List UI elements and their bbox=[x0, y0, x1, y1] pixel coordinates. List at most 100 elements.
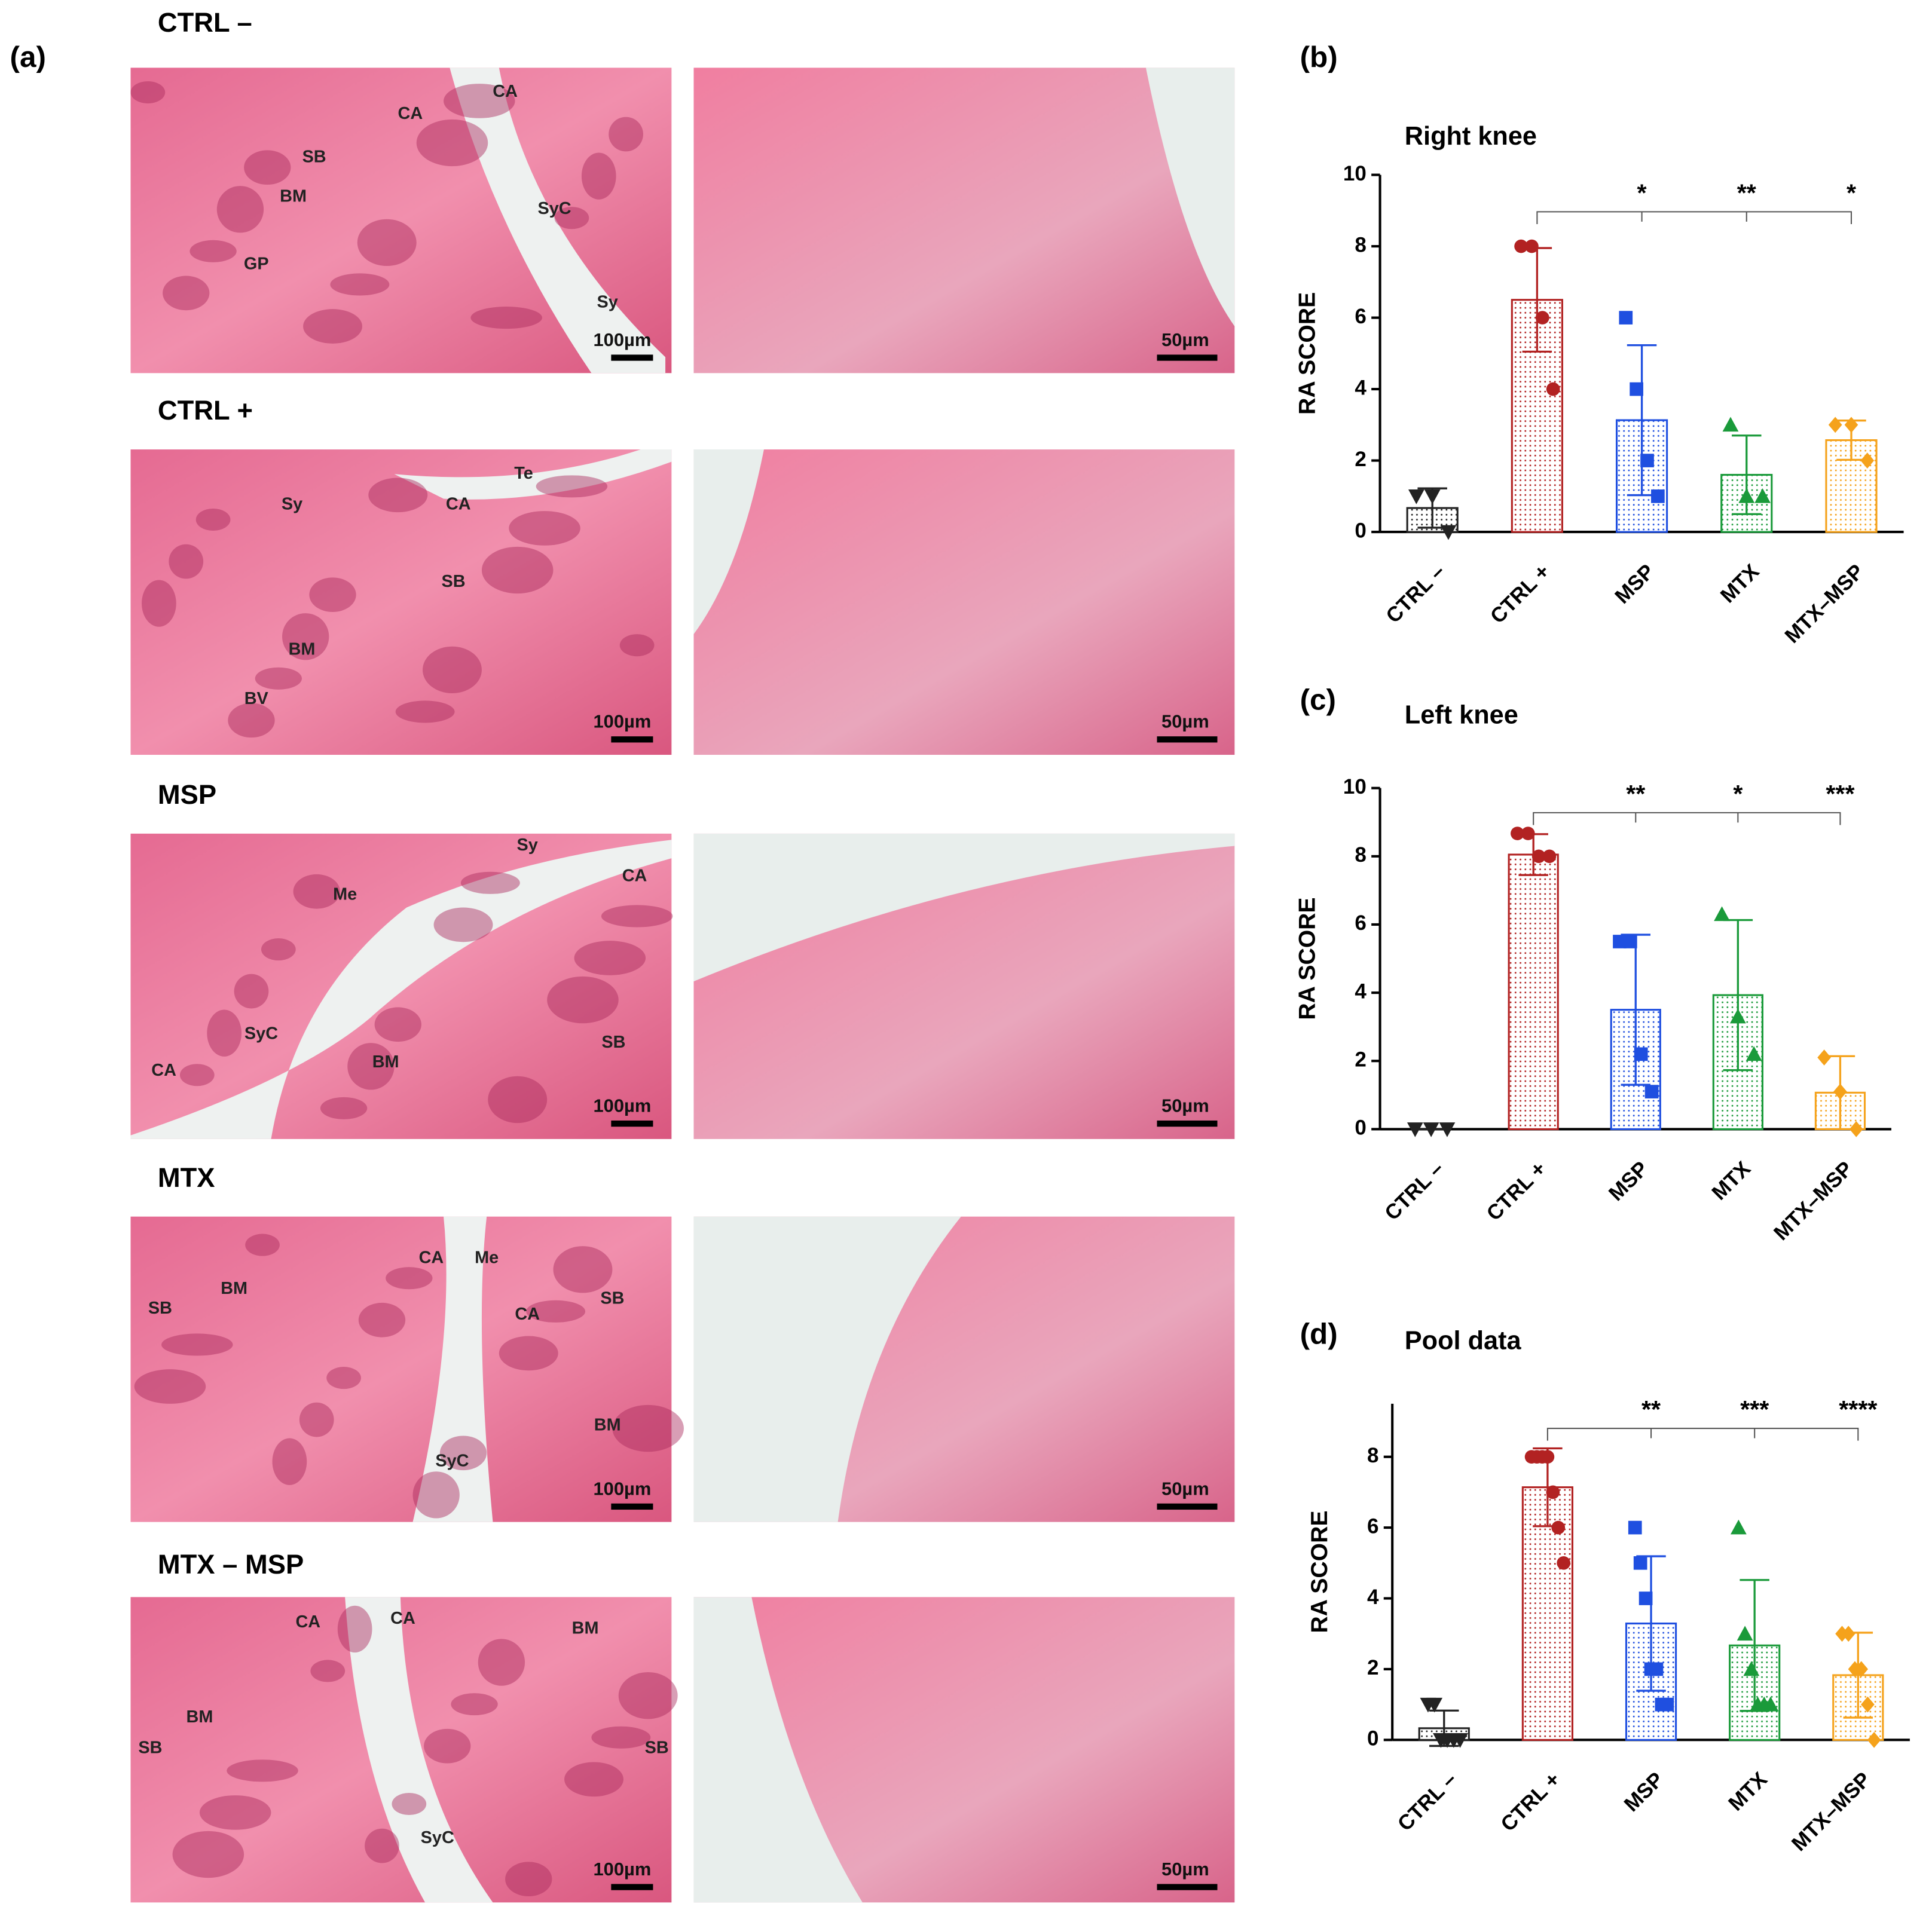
tissue-label: Sy bbox=[517, 835, 538, 855]
data-point bbox=[1649, 1662, 1664, 1676]
marrow-texture bbox=[564, 1762, 623, 1797]
data-point bbox=[1841, 1626, 1855, 1642]
data-point bbox=[1424, 489, 1441, 504]
marrow-texture bbox=[227, 1759, 298, 1782]
scale-label: 100µm bbox=[593, 711, 651, 732]
data-point bbox=[1619, 311, 1633, 325]
data-point bbox=[1521, 827, 1535, 840]
x-tick-label: CTRL + bbox=[1482, 1157, 1551, 1225]
marrow-texture bbox=[581, 152, 616, 200]
marrow-texture bbox=[199, 1795, 271, 1830]
tissue-label: BM bbox=[572, 1619, 599, 1638]
data-point bbox=[1613, 935, 1627, 948]
group-label: CTRL + bbox=[158, 395, 253, 426]
x-tick-label: MSP bbox=[1604, 1157, 1653, 1205]
marrow-texture bbox=[395, 700, 455, 723]
marrow-texture bbox=[161, 1333, 233, 1356]
tissue-label: CA bbox=[622, 867, 647, 886]
x-tick-label: MSP bbox=[1619, 1768, 1668, 1816]
marrow-texture bbox=[282, 613, 329, 660]
marrow-texture bbox=[244, 150, 291, 185]
marrow-texture bbox=[272, 1438, 307, 1485]
scale-label: 100µm bbox=[593, 1095, 651, 1116]
marrow-texture bbox=[179, 1064, 215, 1086]
marrow-texture bbox=[358, 1302, 406, 1337]
y-tick-label: 2 bbox=[1367, 1656, 1378, 1679]
marrow-texture bbox=[228, 703, 275, 738]
scale-bar bbox=[611, 1503, 653, 1510]
y-tick-label: 4 bbox=[1355, 980, 1367, 1003]
bar bbox=[1508, 853, 1559, 1130]
data-point bbox=[1452, 1733, 1468, 1748]
data-point bbox=[1714, 906, 1730, 922]
tissue-label: CA bbox=[419, 1248, 444, 1267]
significance-label: *** bbox=[1826, 780, 1854, 807]
marrow-texture bbox=[134, 1369, 206, 1404]
marrow-texture bbox=[444, 84, 515, 118]
data-point bbox=[1660, 1697, 1674, 1712]
data-point bbox=[1828, 417, 1842, 433]
tissue-label: Sy bbox=[597, 292, 618, 311]
marrow-texture bbox=[619, 634, 655, 657]
marrow-texture bbox=[412, 1471, 460, 1519]
data-point bbox=[1423, 1122, 1439, 1137]
data-point bbox=[1439, 1122, 1456, 1137]
marrow-texture bbox=[424, 1728, 471, 1764]
marrow-texture bbox=[357, 219, 417, 267]
data-point bbox=[1860, 452, 1875, 469]
marrow-texture bbox=[347, 1043, 395, 1090]
marrow-texture bbox=[169, 544, 204, 579]
scale-bar bbox=[1157, 1120, 1218, 1127]
significance-label: ** bbox=[1737, 179, 1756, 206]
marrow-texture bbox=[320, 1097, 368, 1119]
joint-cavity bbox=[693, 1597, 863, 1903]
y-tick-label: 0 bbox=[1355, 519, 1366, 542]
marrow-texture bbox=[172, 1831, 244, 1878]
tissue-label: Me bbox=[333, 885, 357, 904]
marrow-texture bbox=[536, 475, 608, 498]
marrow-texture bbox=[330, 273, 390, 296]
marrow-texture bbox=[481, 546, 554, 594]
significance-label: * bbox=[1733, 780, 1743, 807]
x-tick-label: MSP bbox=[1610, 560, 1659, 608]
marrow-texture bbox=[509, 511, 580, 546]
data-point bbox=[1722, 417, 1739, 432]
x-tick-label: MTX bbox=[1707, 1156, 1755, 1204]
tissue-label: SyC bbox=[537, 199, 571, 218]
data-point bbox=[1644, 1085, 1659, 1098]
x-tick-label: MTX bbox=[1724, 1767, 1772, 1815]
marrow-texture bbox=[245, 1234, 280, 1256]
marrow-texture bbox=[554, 207, 589, 229]
marrow-texture bbox=[326, 1367, 361, 1389]
marrow-texture bbox=[261, 938, 296, 961]
marrow-texture bbox=[574, 941, 646, 975]
scale-bar bbox=[611, 1884, 653, 1890]
marrow-texture bbox=[553, 1246, 613, 1293]
data-point bbox=[1546, 1485, 1560, 1499]
y-axis-label: RA SCORE bbox=[1307, 1511, 1332, 1633]
marrow-texture bbox=[299, 1402, 334, 1437]
panel-label: (a) bbox=[10, 41, 45, 74]
x-tick-label: MTX–MSP bbox=[1769, 1157, 1857, 1245]
marrow-texture bbox=[618, 1672, 678, 1719]
marrow-texture bbox=[460, 871, 520, 894]
significance-label: ** bbox=[1641, 1395, 1661, 1423]
x-tick-label: CTRL + bbox=[1486, 560, 1555, 628]
marrow-texture bbox=[365, 1828, 399, 1863]
tissue-label: BM bbox=[186, 1707, 213, 1727]
y-tick-label: 6 bbox=[1355, 305, 1366, 328]
marrow-texture bbox=[416, 119, 488, 167]
joint-cavity bbox=[862, 68, 1235, 327]
marrow-texture bbox=[310, 1660, 346, 1682]
data-point bbox=[1440, 525, 1457, 540]
data-point bbox=[1540, 1450, 1555, 1464]
tissue-label: SB bbox=[600, 1288, 624, 1308]
marrow-texture bbox=[612, 1404, 684, 1452]
data-point bbox=[1861, 1696, 1875, 1713]
tissue-label: SB bbox=[138, 1738, 162, 1757]
data-point bbox=[1743, 1661, 1760, 1676]
marrow-texture bbox=[499, 1336, 558, 1371]
data-point bbox=[1525, 239, 1539, 253]
data-point bbox=[1407, 1122, 1423, 1137]
